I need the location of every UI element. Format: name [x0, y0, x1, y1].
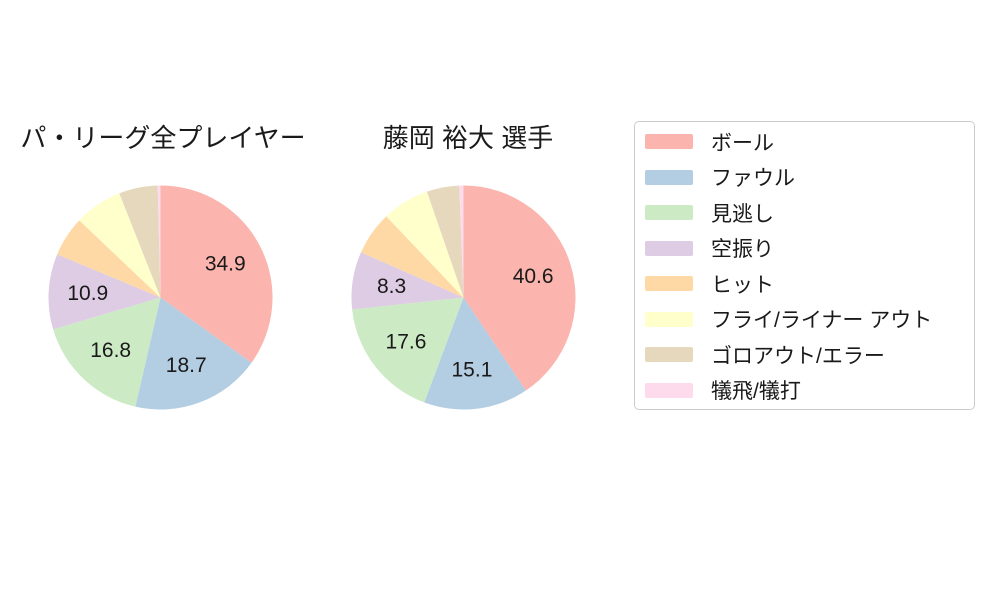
legend-swatch-hit	[645, 276, 693, 292]
pie-slice-hit	[360, 216, 464, 298]
pie-slice-fly-liner-out	[386, 191, 464, 298]
legend-label-sac-fly-sac-bunt: 犠飛/犠打	[711, 380, 801, 404]
legend-swatch-swinging-strike	[645, 240, 693, 256]
slice-value-label: 10.9	[67, 282, 108, 305]
legend-swatch-ground-out-error	[645, 347, 693, 363]
legend-item-called-strike: 見逃し	[645, 195, 974, 231]
pie-slice-sac-fly-sac-bunt	[459, 185, 464, 298]
legend-label-foul: ファウル	[711, 167, 795, 191]
left-pie-title: パ・リーグ全プレイヤー	[20, 123, 306, 153]
slice-value-label: 17.6	[386, 331, 427, 354]
slice-value-label: 40.6	[513, 265, 554, 288]
pie-slice-ground-out-error	[119, 185, 161, 298]
pie-slice-fly-liner-out	[79, 193, 161, 298]
legend-swatch-ball	[645, 134, 693, 150]
left-pie-chart: 34.9 18.7 16.8 10.9	[48, 185, 273, 410]
legend-label-hit: ヒット	[711, 273, 774, 297]
legend-swatch-called-strike	[645, 205, 693, 221]
legend-item-fly-liner-out: フライ/ライナー アウト	[645, 302, 974, 338]
pie-slice-called-strike	[53, 297, 161, 407]
legend-label-called-strike: 見逃し	[711, 202, 774, 226]
legend-box: ボールファウル見逃し空振りヒットフライ/ライナー アウト ゴロアウト/エラー 犠飛/…	[634, 121, 975, 410]
legend-item-sac-fly-sac-bunt: 犠飛/犠打	[645, 373, 974, 409]
slice-value-label: 16.8	[90, 339, 131, 362]
legend-item-ground-out-error: ゴロアウト/エラー	[645, 337, 974, 373]
pie-slice-called-strike	[352, 297, 464, 403]
slice-value-label: 15.1	[452, 358, 493, 381]
legend-item-ball: ボール	[645, 124, 974, 160]
legend-item-swinging-strike: 空振り	[645, 231, 974, 267]
legend-label-ball: ボール	[711, 131, 774, 155]
legend-swatch-foul	[645, 169, 693, 185]
legend-item-foul: ファウル	[645, 160, 974, 196]
pie-slice-ground-out-error	[426, 185, 464, 298]
pie-slice-swinging-strike	[351, 252, 464, 310]
legend-label-fly-liner-out: フライ/ライナー アウト	[711, 309, 933, 333]
legend-label-ground-out-error: ゴロアウト/エラー	[711, 344, 885, 368]
slice-value-label: 18.7	[166, 354, 207, 377]
legend-swatch-fly-liner-out	[645, 311, 693, 327]
pie-slice-sac-fly-sac-bunt	[157, 185, 161, 298]
legend-item-hit: ヒット	[645, 266, 974, 302]
legend-swatch-sac-fly-sac-bunt	[645, 382, 693, 398]
slice-value-label: 8.3	[377, 275, 406, 298]
pie-slice-ball	[463, 185, 576, 391]
right-pie-chart: 40.6 15.1 17.6 8.3	[351, 185, 576, 410]
pie-slice-hit	[57, 220, 161, 298]
pie-slice-swinging-strike	[48, 254, 161, 330]
pie-slice-foul	[135, 297, 252, 410]
slice-value-label: 34.9	[205, 253, 246, 276]
legend-label-swinging-strike: 空振り	[711, 238, 774, 262]
right-pie-title: 藤岡 裕大 選手	[382, 123, 554, 153]
pie-slice-foul	[424, 297, 526, 410]
pie-slice-ball	[160, 185, 273, 363]
